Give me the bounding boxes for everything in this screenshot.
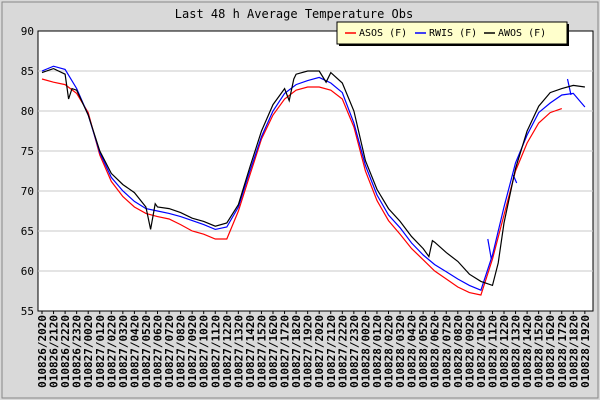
x-tick-label: 010828/1620 xyxy=(544,315,557,388)
x-tick-label: 010827/0520 xyxy=(140,315,153,388)
y-tick-label: 80 xyxy=(21,105,34,118)
y-tick-label: 75 xyxy=(21,145,34,158)
plot-area xyxy=(37,30,594,312)
x-tick-label: 010827/0120 xyxy=(94,315,107,388)
x-tick-label: 010828/1020 xyxy=(475,315,488,388)
legend: ASOS (F) RWIS (F) AWOS (F) xyxy=(336,21,569,46)
legend-box xyxy=(336,21,568,45)
x-axis-ticks: 010826/2020010826/2120010826/2220010826/… xyxy=(36,311,592,388)
x-tick-label: 010827/0320 xyxy=(117,315,130,388)
x-tick-label: 010828/0220 xyxy=(383,315,396,388)
y-tick-label: 65 xyxy=(21,225,34,238)
x-tick-label: 010827/0220 xyxy=(105,315,118,388)
x-tick-label: 010827/1120 xyxy=(209,315,222,388)
x-tick-label: 010828/0620 xyxy=(429,315,442,388)
x-tick-label: 010827/1220 xyxy=(221,315,234,388)
series-line-rwis xyxy=(487,238,492,260)
y-tick-label: 55 xyxy=(21,305,34,318)
x-tick-label: 010827/1820 xyxy=(290,315,303,388)
x-tick-label: 010828/0120 xyxy=(371,315,384,388)
x-tick-label: 010827/1620 xyxy=(267,315,280,388)
x-tick-label: 010827/1720 xyxy=(279,315,292,388)
x-tick-label: 010828/0720 xyxy=(440,315,453,388)
y-axis-ticks: 55 60 65 70 75 80 85 90 xyxy=(21,25,34,318)
series-line-asos xyxy=(41,78,562,296)
x-tick-label: 010828/0320 xyxy=(394,315,407,388)
series-line-awos xyxy=(41,67,585,287)
x-tick-label: 010828/0520 xyxy=(417,315,430,388)
x-tick-label: 010828/1420 xyxy=(521,315,534,388)
x-tick-label: 010828/0020 xyxy=(359,315,372,388)
x-tick-label: 010828/1720 xyxy=(556,315,569,388)
x-tick-label: 010828/0920 xyxy=(463,315,476,388)
x-tick-label: 010827/1420 xyxy=(244,315,257,388)
x-tick-label: 010826/2120 xyxy=(48,315,61,388)
x-tick-label: 010827/1020 xyxy=(198,315,211,388)
x-tick-label: 010827/0420 xyxy=(128,315,141,388)
x-tick-label: 010828/1520 xyxy=(533,315,546,388)
x-tick-label: 010827/2320 xyxy=(348,315,361,388)
x-tick-label: 010828/1920 xyxy=(579,315,592,388)
x-tick-label: 010827/2120 xyxy=(325,315,338,388)
legend-label-asos: ASOS (F) xyxy=(359,28,407,39)
series-lines xyxy=(41,65,586,296)
x-tick-label: 010827/2220 xyxy=(336,315,349,388)
x-tick-label: 010827/1520 xyxy=(255,315,268,388)
x-tick-label: 010827/1320 xyxy=(232,315,245,388)
x-tick-label: 010828/0820 xyxy=(452,315,465,388)
x-tick-label: 010827/2020 xyxy=(313,315,326,388)
x-tick-label: 010827/0020 xyxy=(82,315,95,388)
x-tick-label: 010828/1220 xyxy=(498,315,511,388)
y-tick-label: 90 xyxy=(21,25,34,38)
x-tick-label: 010828/0420 xyxy=(406,315,419,388)
legend-label-awos: AWOS (F) xyxy=(498,28,546,39)
x-tick-label: 010827/0620 xyxy=(152,315,165,388)
x-tick-label: 010828/1320 xyxy=(510,315,523,388)
x-tick-label: 010826/2320 xyxy=(71,315,84,388)
x-tick-label: 010827/0820 xyxy=(175,315,188,388)
series-line-rwis xyxy=(41,65,586,292)
x-tick-label: 010827/0920 xyxy=(186,315,199,388)
y-tick-label: 85 xyxy=(21,65,34,78)
chart-title: Last 48 h Average Temperature Obs xyxy=(175,7,413,21)
x-tick-label: 010828/1120 xyxy=(486,315,499,388)
y-tick-label: 60 xyxy=(21,265,34,278)
y-tick-label: 70 xyxy=(21,185,34,198)
x-tick-label: 010826/2020 xyxy=(36,315,49,388)
x-tick-label: 010827/1920 xyxy=(302,315,315,388)
x-tick-label: 010827/0720 xyxy=(163,315,176,388)
x-tick-label: 010828/1820 xyxy=(567,315,580,388)
x-tick-label: 010826/2220 xyxy=(59,315,72,388)
legend-label-rwis: RWIS (F) xyxy=(429,28,477,39)
